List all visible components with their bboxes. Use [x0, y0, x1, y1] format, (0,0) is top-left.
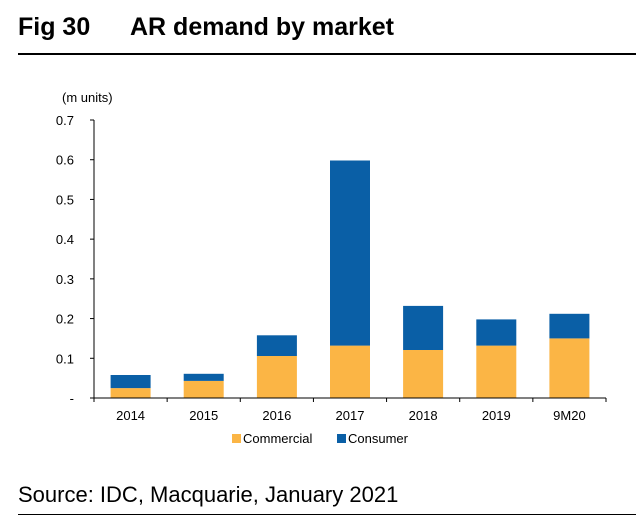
header-divider	[18, 53, 636, 55]
bar-consumer-2016	[256, 335, 297, 356]
bar-consumer-2018	[403, 305, 444, 350]
bar-commercial-2019	[476, 345, 517, 398]
y-tick-label: 0.6	[56, 153, 74, 168]
bar-group	[110, 160, 590, 398]
y-tick-label: 0.3	[56, 272, 74, 287]
bar-consumer-2017	[330, 160, 370, 346]
bar-commercial-2017	[330, 345, 370, 398]
figure-number: Fig 30	[18, 13, 91, 41]
footer-divider	[18, 514, 636, 515]
x-tick-label: 2014	[116, 408, 145, 423]
bar-consumer-2014	[110, 375, 151, 389]
bar-commercial-2014	[110, 388, 151, 398]
y-tick-label: -	[70, 391, 74, 406]
bar-commercial-2018	[403, 349, 444, 398]
bar-consumer-2015	[183, 373, 224, 381]
source-note: Source: IDC, Macquarie, January 2021	[18, 482, 399, 507]
x-tick-label: 2018	[409, 408, 438, 423]
x-tick-label: 2017	[336, 408, 365, 423]
bar-consumer-9m20	[549, 313, 590, 339]
legend-label-commercial: Commercial	[243, 431, 312, 446]
legend-swatch-commercial	[232, 434, 241, 443]
x-axis: 2014 2015 2016 2017 2018 2019 9M20	[93, 397, 607, 423]
legend: Commercial Consumer	[232, 431, 409, 446]
legend-swatch-consumer	[337, 434, 346, 443]
stacked-bar-chart: (m units) -0.10.20.30.40.50.60.7 2014 201…	[56, 90, 607, 446]
legend-label-consumer: Consumer	[348, 431, 409, 446]
bar-commercial-2015	[183, 380, 224, 398]
y-axis: - 0.1 0.2 0.3 0.4 0.5 0.6 0.7	[56, 113, 95, 406]
x-tick-label: 9M20	[553, 408, 586, 423]
x-tick-label: 2016	[262, 408, 291, 423]
y-axis-units-label: (m units)	[62, 90, 113, 105]
x-tick-label: 2015	[189, 408, 218, 423]
y-tick-label: 0.1	[56, 351, 74, 366]
chart-container: (m units) -0.1 0.2 0.3 0.4 0.5 0.6 0.7 2014 201…	[0, 80, 636, 470]
figure-title: AR demand by market	[130, 13, 394, 41]
y-tick-label: 0.7	[56, 113, 74, 128]
y-tick-label: 0.2	[56, 312, 74, 327]
bar-commercial-2016	[256, 355, 297, 398]
y-tick-label: 0.5	[56, 192, 74, 207]
figure-header: Fig 30 AR demand by market	[18, 12, 618, 42]
x-tick-label: 2019	[482, 408, 511, 423]
y-tick-label: 0.4	[56, 232, 74, 247]
bar-commercial-9m20	[549, 338, 590, 398]
bar-consumer-2019	[476, 319, 517, 346]
